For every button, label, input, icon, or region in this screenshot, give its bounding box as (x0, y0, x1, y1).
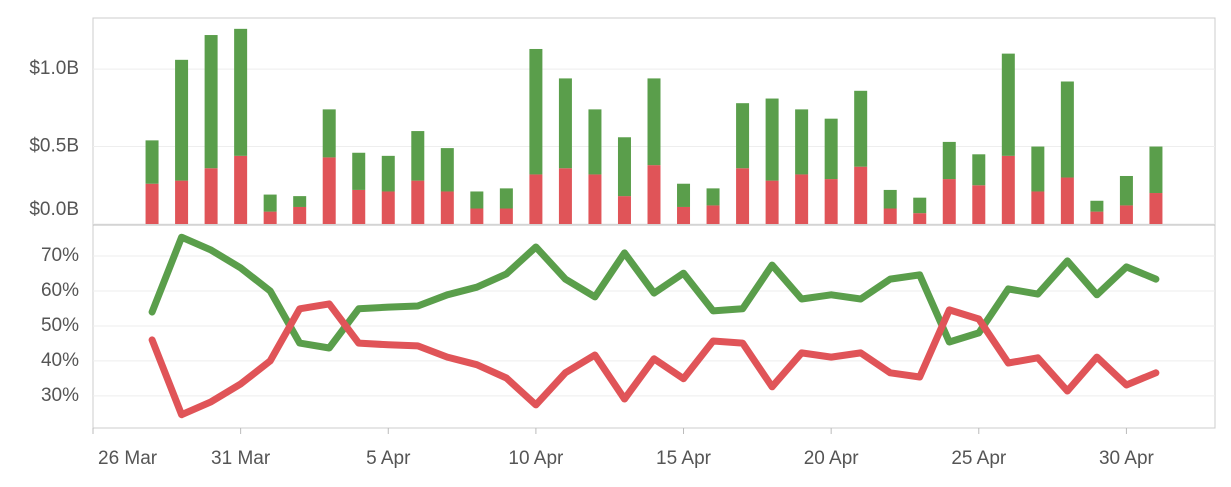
bar-segment (736, 103, 750, 169)
x-tick-label: 20 Apr (804, 448, 860, 469)
x-tick-label: 10 Apr (508, 448, 564, 469)
x-tick-label: 5 Apr (366, 448, 411, 469)
bar-segment (381, 155, 395, 192)
x-tick-label: 31 Mar (211, 448, 271, 469)
bar-segment (588, 109, 602, 175)
bar-segment (470, 208, 484, 224)
bar-segment (706, 205, 720, 224)
bar-segment (204, 168, 218, 224)
bar-segment (883, 208, 897, 224)
x-tick-label: 25 Apr (951, 448, 1007, 469)
bar-segment (1149, 146, 1163, 194)
bar-segment (263, 211, 277, 224)
bar-segment (1090, 211, 1104, 224)
bar-segment (765, 180, 779, 224)
bar-segment (795, 174, 809, 224)
y-tick-label: 50% (41, 315, 79, 336)
x-tick-label: 15 Apr (656, 448, 712, 469)
bar-segment (470, 191, 484, 209)
bar-segment (440, 191, 454, 224)
bar-segment (529, 48, 543, 175)
bar-segment (1031, 146, 1045, 192)
bar-segment (647, 78, 661, 166)
bar-segment (440, 148, 454, 192)
bar-segment (234, 28, 248, 156)
bar-segment (1149, 193, 1163, 224)
line-series (148, 300, 1160, 419)
bar-segment (499, 208, 513, 224)
x-tick-label: 26 Mar (98, 448, 158, 469)
bar-segment (175, 180, 189, 224)
y-tick-label: 40% (41, 350, 79, 371)
bar-segment (795, 109, 809, 175)
bar-segment (824, 179, 838, 224)
bar-segment (293, 196, 307, 207)
bar-segment (322, 157, 336, 224)
bar-segment (411, 180, 425, 224)
x-tick-label: 30 Apr (1099, 448, 1155, 469)
bar-segment (558, 78, 572, 169)
y-tick-label: 70% (41, 245, 79, 266)
bar-segment (411, 131, 425, 181)
bar-segment (824, 118, 838, 180)
bar-segment (883, 189, 897, 209)
bar-segment (352, 189, 366, 224)
y-tick-label: $0.5B (29, 136, 79, 157)
bar-segment (736, 168, 750, 224)
bar-segment (263, 194, 277, 212)
bar-segment (204, 35, 218, 169)
bar-segment (1119, 205, 1133, 224)
bar-segment (854, 166, 868, 224)
plot-frame (92, 17, 1216, 429)
bar-segment (1060, 177, 1074, 224)
bar-segment (854, 90, 868, 167)
bar-segment (145, 183, 159, 224)
bar-segment (1119, 175, 1133, 206)
bar-segment (145, 140, 159, 184)
bar-segment (322, 109, 336, 158)
y-tick-label: 60% (41, 280, 79, 301)
bar-segment (942, 179, 956, 224)
bar-segment (588, 174, 602, 224)
bar-segment (1001, 53, 1015, 156)
bar-segment (1060, 81, 1074, 178)
bar-segment (677, 206, 691, 224)
line-series (148, 233, 1160, 352)
bar-segment (558, 168, 572, 224)
bar-segment (942, 141, 956, 180)
y-tick-label: $1.0B (29, 58, 79, 79)
bar-segment (175, 59, 189, 181)
bar-segment (972, 154, 986, 186)
bar-segment (381, 191, 395, 224)
bar-segment (913, 213, 927, 224)
bar-segment (234, 155, 248, 224)
bar-segment (1001, 155, 1015, 224)
y-tick-label: 30% (41, 385, 79, 406)
bar-segment (913, 197, 927, 214)
bar-segment (352, 152, 366, 190)
bar-segment (765, 98, 779, 181)
bar-segment (1031, 191, 1045, 224)
bar-segment (499, 188, 513, 209)
y-tick-label: $0.0B (29, 199, 79, 220)
bar-segment (617, 196, 631, 224)
bar-segment (647, 165, 661, 224)
bar-segment (972, 185, 986, 224)
bar-segment (617, 137, 631, 197)
bar-segment (529, 174, 543, 224)
bar-segment (293, 206, 307, 224)
bar-segment (706, 188, 720, 206)
bar-segment (1090, 200, 1104, 212)
bar-segment (677, 183, 691, 207)
